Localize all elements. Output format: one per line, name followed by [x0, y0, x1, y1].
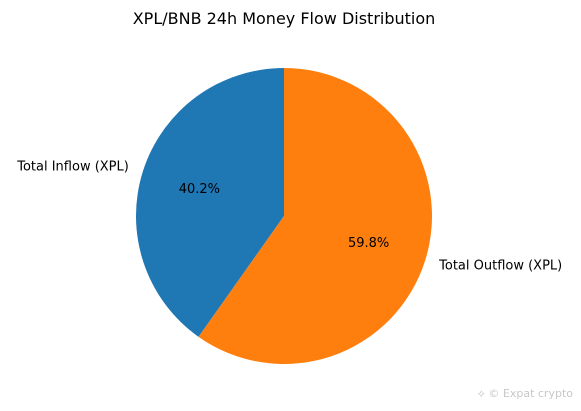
pie-slice-inflow	[136, 68, 284, 337]
pie-labels: 40.2% Total Inflow (XPL) 59.8% Total Outflo…	[16, 160, 562, 274]
slice-percent-label: 59.8%	[348, 236, 389, 251]
chart-title: XPL/BNB 24h Money Flow Distribution	[133, 9, 436, 28]
swirl-icon: ⟡	[477, 387, 489, 400]
slice-category-label: Total Outflow (XPL)	[438, 258, 562, 273]
slice-category-label: Total Inflow (XPL)	[16, 160, 129, 175]
watermark-text: © Expat crypto	[488, 387, 573, 400]
pie-slices	[136, 68, 432, 365]
watermark: ⟡ © Expat crypto	[478, 387, 573, 401]
pie-slice-outflow	[198, 68, 432, 365]
slice-percent-label: 40.2%	[179, 182, 220, 197]
